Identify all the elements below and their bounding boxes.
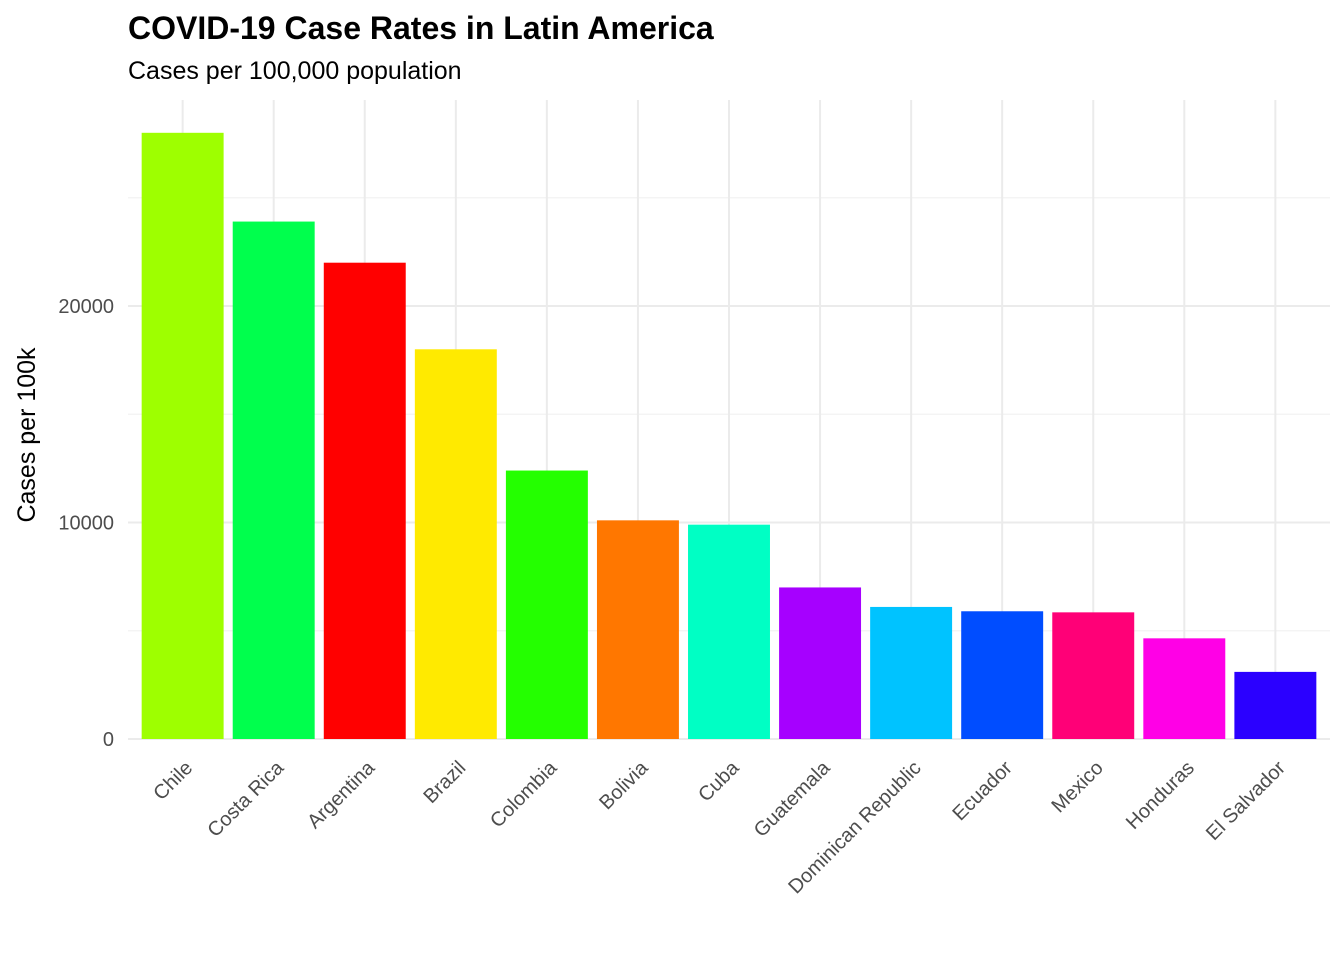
y-tick-label: 20000 (58, 296, 114, 318)
bar-chile (141, 132, 224, 740)
x-axis-ticks: Chile Costa Rica Argentina Brazil Colombia Bo… (149, 756, 1290, 898)
x-tick-label: El Salvador (1202, 757, 1290, 845)
bar-mexico (1052, 612, 1135, 739)
bar-cuba (688, 524, 770, 739)
x-tick-label: Costa Rica (204, 756, 289, 841)
x-tick-label: Guatemala (750, 756, 835, 841)
y-tick-label: 10000 (58, 513, 114, 535)
x-tick-label: Mexico (1047, 757, 1107, 817)
chart-subtitle: Cases per 100,000 population (128, 57, 462, 85)
x-tick-label: Argentina (303, 756, 380, 833)
bars (141, 132, 1317, 740)
bar-guatemala (779, 587, 862, 739)
y-axis-ticks: 0 10000 20000 (58, 296, 114, 751)
x-tick-label: Cuba (694, 756, 744, 806)
x-tick-label: Chile (149, 757, 197, 805)
bar-honduras (1143, 638, 1226, 739)
bar-dominican-republic (870, 606, 953, 739)
bar-bolivia (596, 520, 679, 739)
chart-title: COVID-19 Case Rates in Latin America (128, 10, 714, 46)
bar-colombia (505, 470, 588, 739)
y-axis-title: Cases per 100k (13, 347, 41, 523)
y-tick-label: 0 (103, 729, 114, 751)
x-tick-label: Honduras (1122, 757, 1199, 834)
x-tick-label: Colombia (486, 756, 562, 832)
bar-el-salvador (1234, 671, 1317, 739)
bar-ecuador (961, 611, 1044, 739)
x-tick-label: Brazil (419, 757, 470, 808)
bar-brazil (414, 349, 497, 739)
x-tick-label: Ecuador (948, 757, 1016, 825)
x-tick-label: Bolivia (595, 756, 653, 814)
bar-costa-rica (232, 221, 315, 739)
bar-argentina (323, 262, 406, 739)
